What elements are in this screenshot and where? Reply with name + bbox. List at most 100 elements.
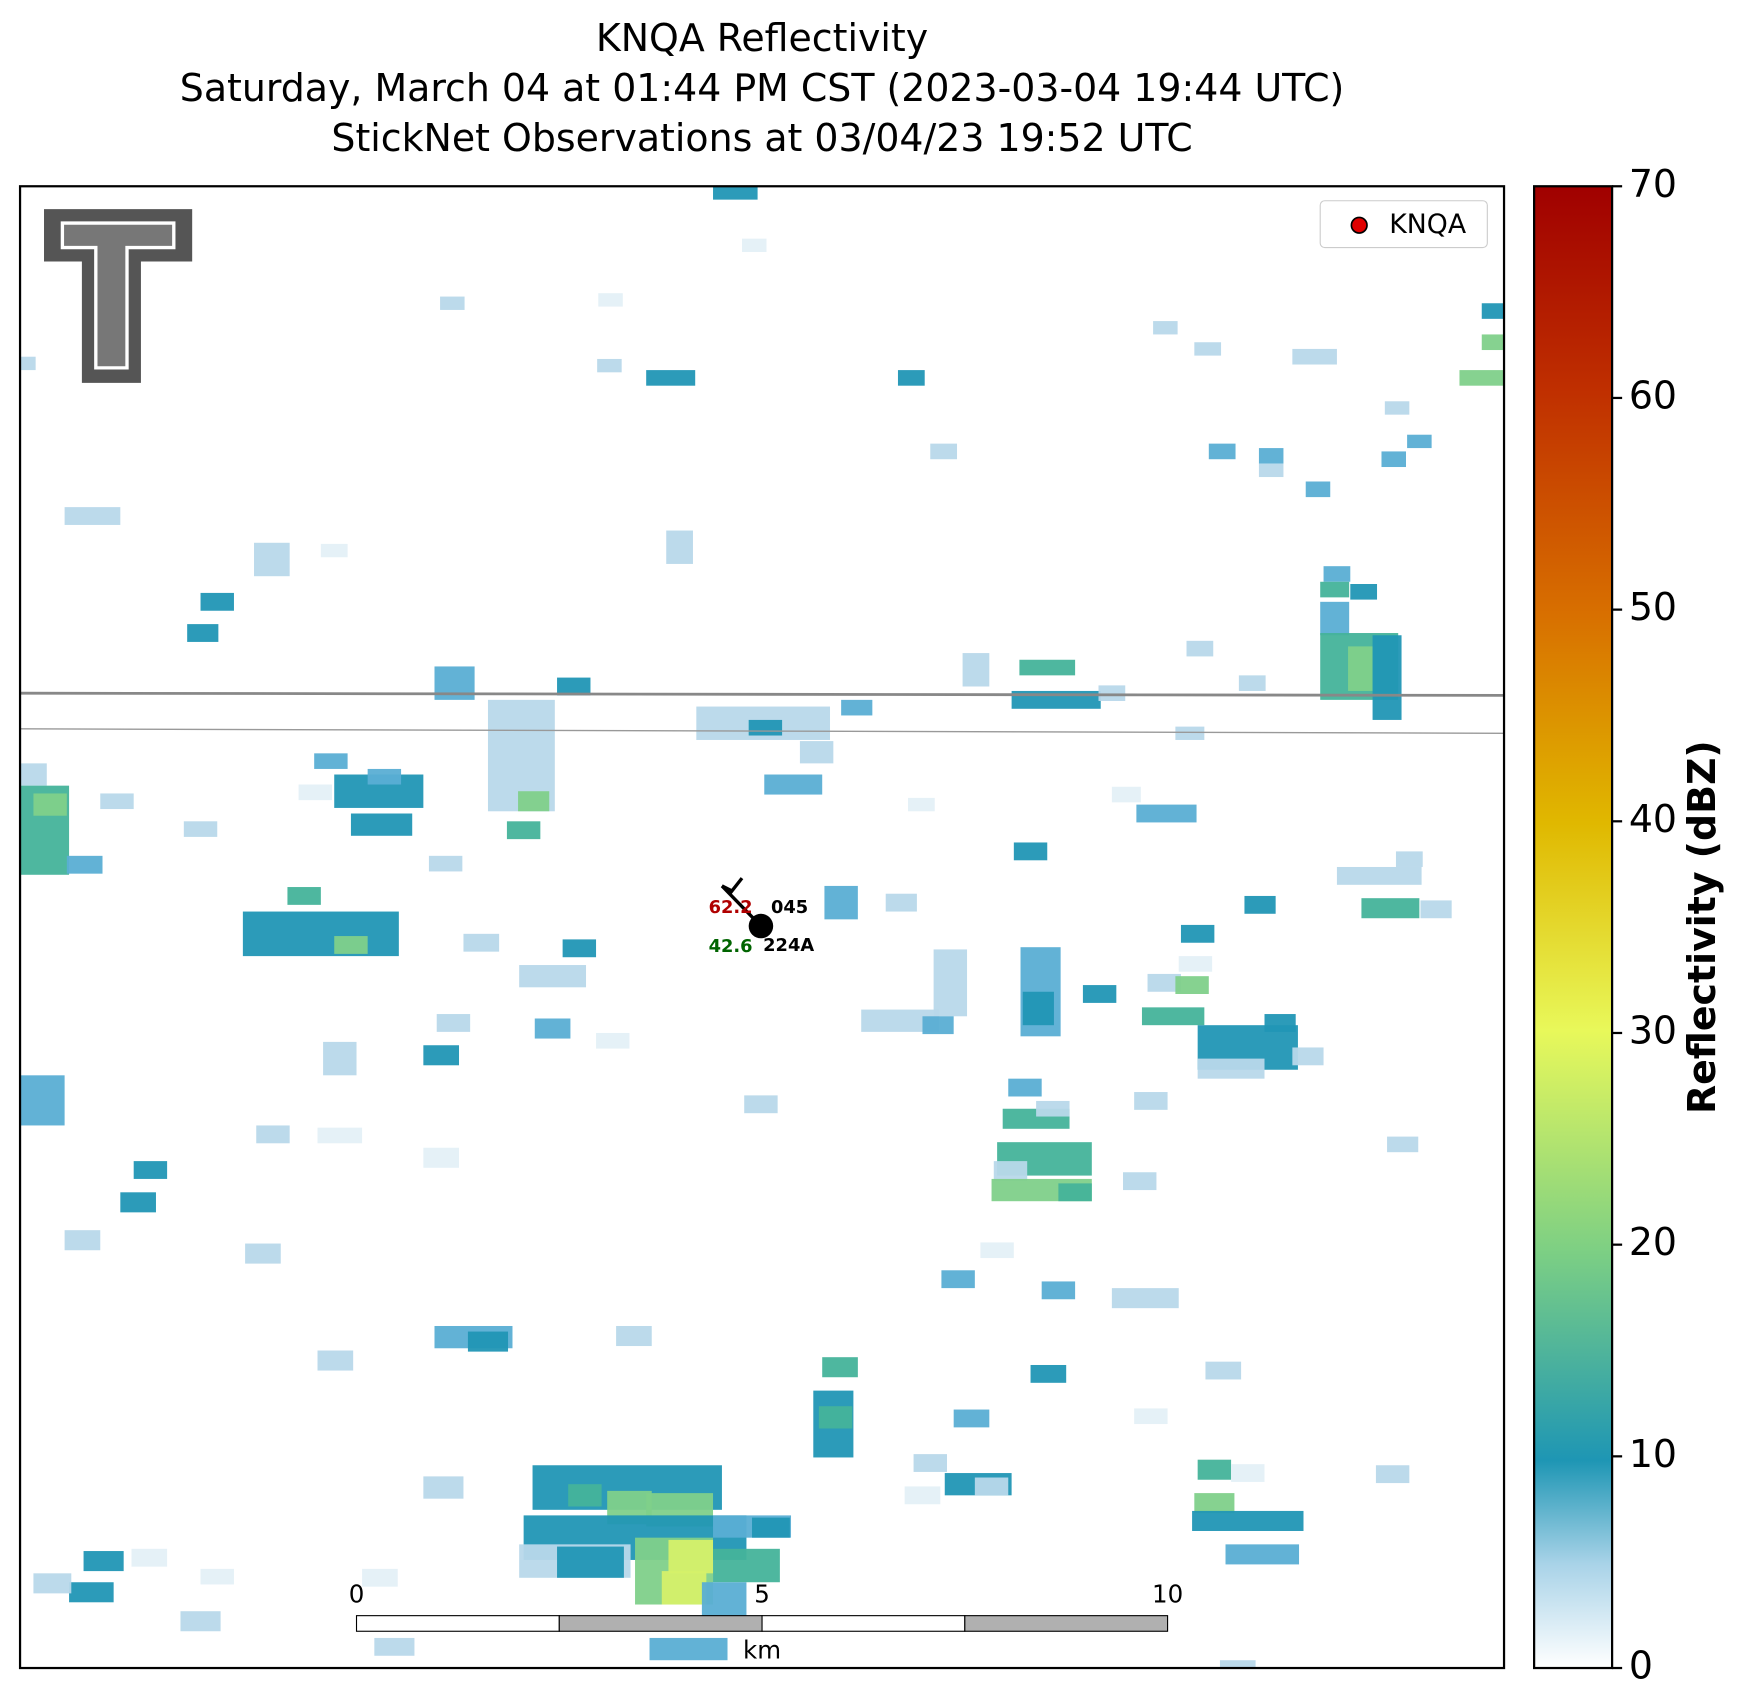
radar-pixel [1175, 726, 1205, 740]
radar-pixel [861, 1009, 940, 1032]
radar-pixel [69, 1582, 114, 1603]
radar-pixel [598, 293, 623, 307]
radar-pixel [741, 238, 767, 252]
radar-pixel [666, 530, 693, 564]
radar-pixel [1111, 786, 1141, 803]
radar-pixel [1407, 434, 1432, 449]
radar-pixel [20, 356, 36, 371]
radar-pixel [1264, 1014, 1296, 1032]
title: StickNet Observations at 03/04/23 19:52 … [331, 116, 1192, 160]
colorbar-tick-label: 50 [1629, 585, 1677, 629]
radar-pixel [752, 1517, 790, 1538]
radar-pixel [980, 1242, 1014, 1259]
radar-pixel [1194, 342, 1222, 356]
radar-pixel [1361, 898, 1420, 919]
scale-bar: 0 5 10 km [349, 1580, 1183, 1665]
radar-pixel [100, 793, 134, 810]
colorbar-tick-label: 70 [1629, 162, 1677, 206]
radar-pixel [1197, 1058, 1265, 1079]
radar-pixel [83, 1551, 124, 1572]
radar-pixel [597, 358, 622, 373]
radar-pixel [1036, 1100, 1070, 1117]
radar-pixel [713, 186, 758, 200]
colorbar-axis: 0 10 20 30 40 50 60 70 [1612, 162, 1677, 1688]
radar-pixel [568, 1484, 602, 1507]
radar-pixel [661, 1571, 707, 1605]
station: 62.2 045 42.6 224A [709, 877, 814, 957]
colorbar-tick-label: 0 [1629, 1644, 1653, 1688]
legend: KNQA [1319, 200, 1488, 249]
colorbar-tick-label: 20 [1629, 1220, 1677, 1264]
radar-pixel [1387, 1136, 1419, 1153]
radar-pixel [362, 1568, 398, 1587]
colorbar-label: Reflectivity (dBZ) [1680, 740, 1724, 1114]
radar-pixel [748, 719, 783, 736]
radar-pixel [1041, 1281, 1076, 1300]
colorbar-tick-label: 10 [1629, 1432, 1677, 1476]
radar-pixel [256, 1125, 290, 1144]
radar-pixel [33, 1573, 72, 1594]
radar-pixel [20, 1075, 65, 1126]
radar-pixel [1178, 956, 1213, 972]
boundary [20, 728, 1505, 734]
radar-pixel [183, 821, 218, 837]
legend-marker [1350, 216, 1368, 234]
radar-pixel [1238, 675, 1266, 691]
scale-label: 0 [349, 1580, 365, 1609]
radar-pixel [440, 296, 465, 310]
radar-pixel [1153, 321, 1178, 335]
radar-pixel [1231, 1464, 1265, 1482]
radar-pixel [1208, 443, 1236, 460]
radar-pixel [1420, 900, 1452, 919]
radar-pixel [367, 768, 402, 785]
radar-pixel [941, 1270, 975, 1289]
radar-pixel [120, 1192, 156, 1213]
radar-pixel [1186, 640, 1214, 657]
radar-pixel [953, 1409, 990, 1428]
radar-pixel [562, 939, 597, 958]
radar-pixel [1258, 448, 1284, 464]
radar-pixel [922, 1016, 954, 1035]
scale-unit: km [743, 1635, 781, 1664]
radar-pixel [1197, 1459, 1232, 1480]
radar-pixel [1384, 401, 1410, 415]
radar-pixel [428, 855, 463, 872]
radar-pixel [1098, 685, 1126, 701]
radar-pixel [596, 1032, 630, 1049]
radar-pixel [1180, 924, 1215, 943]
radar-pixel [1192, 1510, 1304, 1531]
radar-pixel [993, 1161, 1028, 1182]
radar-pixel [1323, 566, 1351, 582]
radar-pixel [1194, 1493, 1235, 1514]
radar-pixel [974, 1477, 1009, 1496]
radar-pixel [66, 855, 103, 874]
radar-pixel [423, 1045, 460, 1066]
radar-pixel [506, 821, 541, 840]
dewpoint: 42.6 [709, 936, 753, 957]
radar-pixel [1305, 481, 1331, 498]
radar-pixel [1292, 348, 1337, 365]
radar-pixel [64, 507, 121, 525]
radar-pixel [841, 699, 873, 716]
radar-pixel [33, 793, 67, 816]
radar-pixel [649, 1637, 728, 1661]
radar-pixel [317, 1350, 354, 1371]
radar-pixel [64, 1230, 101, 1251]
radar-pixel [822, 1357, 858, 1378]
radar-pixel [1022, 991, 1054, 1026]
radar-pixel [298, 784, 333, 801]
radar-pixel [133, 1161, 168, 1179]
radar-pixel [200, 592, 234, 611]
pressure: 045 [771, 897, 808, 918]
radar-pixel [1030, 1364, 1067, 1383]
radar-pixel [1244, 895, 1276, 914]
radar-pixel [245, 1243, 281, 1264]
radar-pixel [1481, 303, 1505, 319]
radar-pixel [314, 753, 348, 769]
radar-pixel [1111, 1288, 1179, 1309]
radar-pixel [1136, 804, 1197, 823]
radar-pixel [1147, 973, 1181, 992]
radar-pixel [1459, 370, 1505, 386]
radar-pixel [1292, 1047, 1324, 1066]
map-frame [18, 185, 1506, 1670]
